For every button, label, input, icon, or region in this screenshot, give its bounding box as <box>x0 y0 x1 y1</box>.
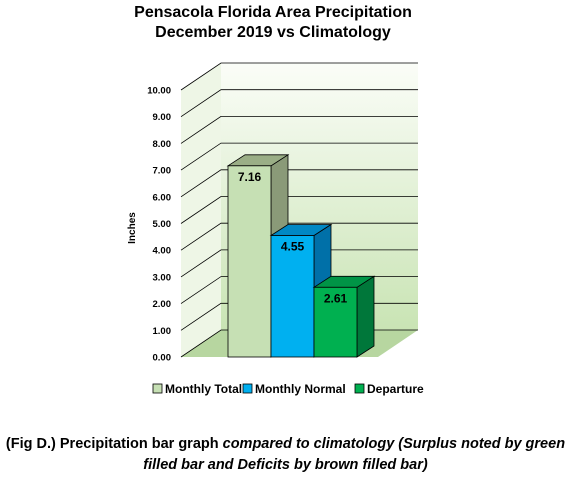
gridline <box>180 116 418 144</box>
gridline <box>180 62 418 91</box>
legend-label: Monthly Normal <box>255 382 346 396</box>
bar-side <box>356 275 375 358</box>
gridline <box>180 249 418 278</box>
y-tick-label: 2.00 <box>153 299 172 310</box>
caption-italic-text: compared to climatology (Surplus noted b… <box>143 436 566 473</box>
caption-text: (Fig D.) Precipitation bar graph <box>5 436 223 452</box>
legend-label: Departure <box>367 382 424 396</box>
gridline <box>180 89 418 118</box>
bar <box>227 165 272 358</box>
y-tick-label: 4.00 <box>153 246 172 257</box>
gridline <box>180 169 418 198</box>
gridline <box>180 142 418 171</box>
y-tick-label: 6.00 <box>153 192 172 203</box>
figure-caption: (Fig D.) Precipitation bar graph compare… <box>0 434 571 476</box>
y-tick-label: 3.00 <box>153 272 172 283</box>
y-tick-label: 0.00 <box>153 353 172 364</box>
gridline <box>180 196 418 224</box>
legend-swatch <box>242 383 253 394</box>
y-tick-label: 7.00 <box>153 166 172 177</box>
data-label: 2.61 <box>324 291 348 305</box>
data-label: 4.55 <box>281 240 305 254</box>
data-label: 7.16 <box>238 170 262 184</box>
chart: Pensacola Florida Area Precipitation Dec… <box>127 4 424 396</box>
chart-subtitle: December 2019 vs Climatology <box>155 24 391 41</box>
legend: Monthly Total Monthly Normal Departure <box>152 382 424 396</box>
y-tick-label: 10.00 <box>147 86 171 97</box>
legend-swatch <box>354 383 365 394</box>
legend-swatch <box>152 383 163 394</box>
y-tick-label: 1.00 <box>153 326 172 337</box>
chart-title: Pensacola Florida Area Precipitation <box>134 4 412 21</box>
bar <box>313 286 358 358</box>
y-axis-label: Inches <box>127 212 138 244</box>
y-tick-label: 5.00 <box>153 219 172 230</box>
legend-label: Monthly Total <box>165 382 242 396</box>
y-tick-label: 9.00 <box>153 112 172 123</box>
gridline <box>180 222 418 251</box>
y-tick-label: 8.00 <box>153 139 172 150</box>
bar <box>270 235 315 358</box>
